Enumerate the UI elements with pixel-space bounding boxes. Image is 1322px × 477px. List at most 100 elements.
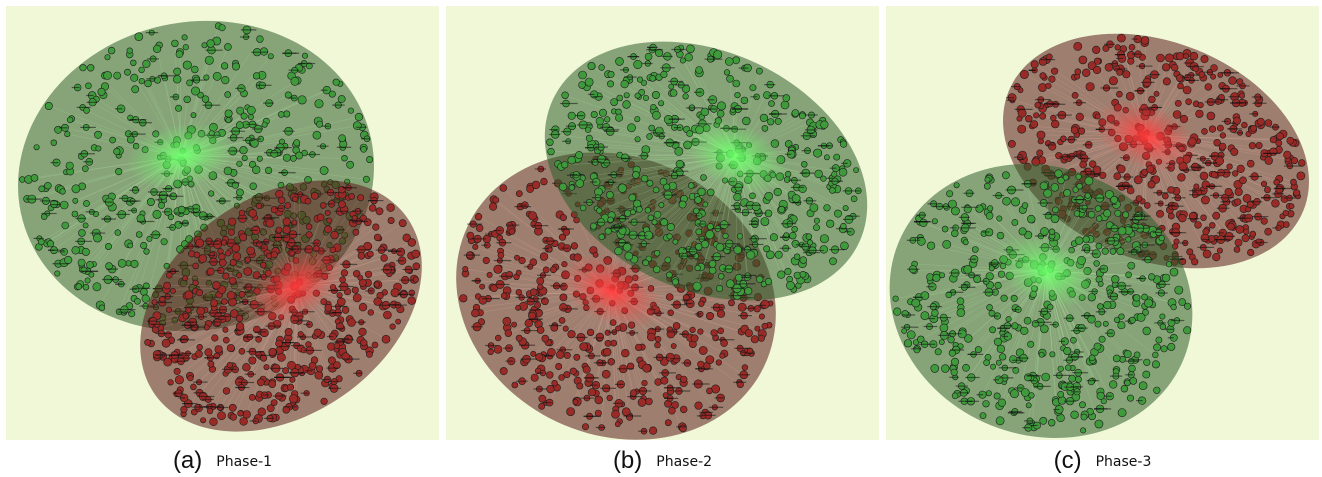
caption-phase-label-1: Phase-1 bbox=[216, 454, 273, 470]
network-node bbox=[1143, 202, 1151, 209]
network-node bbox=[1009, 355, 1018, 364]
network-node bbox=[200, 417, 207, 424]
network-node bbox=[689, 326, 696, 334]
network-node bbox=[1079, 160, 1087, 169]
network-node bbox=[985, 390, 992, 397]
network-node bbox=[277, 196, 286, 205]
network-node bbox=[1102, 44, 1110, 52]
network-node bbox=[1210, 64, 1218, 72]
network-node bbox=[44, 182, 52, 190]
network-node bbox=[256, 378, 265, 387]
network-node bbox=[64, 255, 73, 265]
network-node bbox=[732, 56, 740, 65]
network-node bbox=[706, 188, 715, 197]
network-node bbox=[700, 107, 709, 117]
network-node bbox=[756, 275, 764, 283]
network-node bbox=[1165, 261, 1172, 268]
network-node bbox=[395, 318, 401, 325]
network-node bbox=[1156, 209, 1164, 218]
network-node bbox=[651, 219, 658, 226]
network-node bbox=[270, 251, 278, 259]
network-node bbox=[906, 330, 916, 340]
network-node bbox=[265, 166, 273, 174]
network-node bbox=[134, 32, 144, 42]
network-node bbox=[1126, 186, 1135, 195]
network-node bbox=[86, 64, 95, 72]
network-node bbox=[252, 165, 261, 175]
network-node bbox=[1063, 346, 1072, 355]
network-node bbox=[1169, 267, 1179, 277]
network-node bbox=[267, 53, 274, 60]
network-node bbox=[1151, 360, 1160, 369]
network-node bbox=[780, 100, 790, 110]
network-node bbox=[1036, 149, 1044, 157]
network-node bbox=[734, 91, 741, 99]
network-node bbox=[161, 338, 171, 348]
network-node bbox=[412, 276, 419, 283]
network-node bbox=[381, 334, 391, 344]
network-node bbox=[1092, 45, 1101, 55]
network-node bbox=[947, 336, 955, 344]
network-node bbox=[740, 96, 749, 105]
network-node bbox=[1057, 396, 1067, 405]
network-node bbox=[649, 75, 656, 82]
network-node bbox=[198, 211, 208, 220]
network-node bbox=[1082, 68, 1091, 78]
network-node bbox=[1098, 335, 1106, 343]
network-node bbox=[1201, 180, 1210, 189]
network-node bbox=[61, 221, 70, 230]
network-node bbox=[598, 64, 605, 71]
network-node bbox=[708, 260, 717, 268]
network-node bbox=[642, 363, 652, 373]
network-node bbox=[1204, 83, 1212, 91]
network-node bbox=[398, 219, 407, 228]
network-node bbox=[587, 61, 596, 70]
network-node bbox=[604, 339, 612, 347]
network-node bbox=[65, 161, 74, 170]
network-node bbox=[1117, 226, 1127, 236]
network-node bbox=[985, 212, 994, 220]
network-node bbox=[833, 153, 841, 161]
network-node bbox=[1127, 50, 1136, 59]
caption-phase-label-3: Phase-3 bbox=[1095, 454, 1152, 470]
network-node bbox=[1185, 98, 1192, 105]
network-node bbox=[1239, 176, 1247, 185]
network-node bbox=[502, 316, 512, 326]
network-node bbox=[694, 196, 702, 204]
network-node bbox=[295, 151, 304, 160]
network-node bbox=[1133, 175, 1143, 185]
network-node bbox=[93, 233, 102, 243]
network-node bbox=[1120, 385, 1129, 393]
network-node bbox=[314, 99, 324, 109]
network-node bbox=[722, 232, 729, 240]
network-node bbox=[997, 398, 1006, 407]
network-node bbox=[951, 229, 959, 238]
network-node bbox=[528, 311, 537, 320]
network-node bbox=[1116, 247, 1125, 256]
network-node bbox=[1159, 323, 1167, 330]
network-node bbox=[546, 371, 554, 379]
network-node bbox=[627, 362, 635, 370]
network-node bbox=[932, 273, 941, 282]
network-node bbox=[229, 259, 237, 267]
network-node bbox=[670, 343, 677, 349]
network-node bbox=[338, 200, 346, 209]
network-node bbox=[1153, 90, 1160, 97]
network-node bbox=[268, 380, 277, 388]
network-node bbox=[1282, 221, 1290, 228]
network-node bbox=[134, 297, 141, 305]
network-node bbox=[1070, 336, 1077, 344]
network-node bbox=[637, 398, 647, 407]
network-node bbox=[558, 233, 567, 241]
network-node bbox=[764, 277, 773, 286]
network-node bbox=[1228, 76, 1237, 85]
network-node bbox=[1020, 326, 1029, 336]
network-node bbox=[1043, 188, 1053, 198]
network-node bbox=[700, 174, 707, 181]
network-node bbox=[711, 384, 721, 394]
network-node bbox=[789, 232, 797, 240]
network-node bbox=[373, 233, 382, 242]
network-node bbox=[1094, 320, 1102, 328]
network-node bbox=[1097, 280, 1104, 287]
network-node bbox=[1117, 321, 1126, 330]
